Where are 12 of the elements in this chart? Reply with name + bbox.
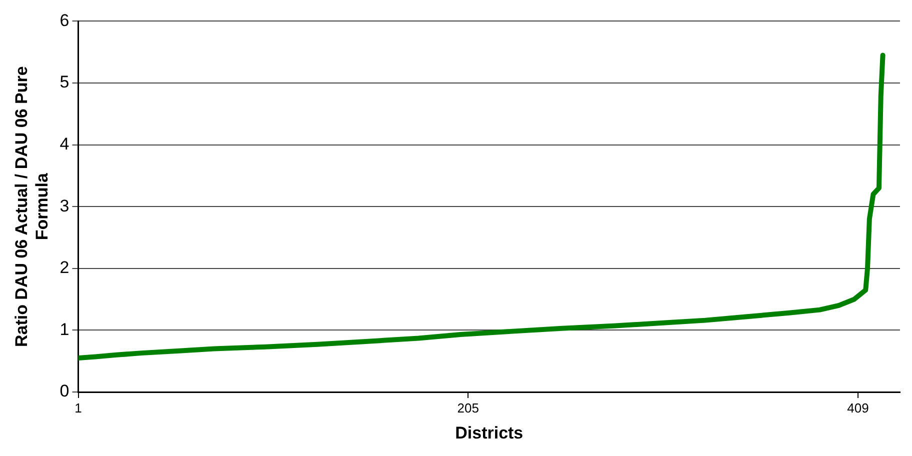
x-axis-title: Districts [455, 423, 524, 442]
y-tick-label: 2 [60, 258, 70, 278]
y-tick-label: 4 [60, 134, 70, 154]
x-tick-label: 1 [74, 400, 82, 416]
y-tick-label: 6 [60, 10, 70, 30]
y-tick-label: 1 [60, 320, 70, 339]
y-tick-label: 0 [60, 382, 70, 401]
y-axis-title: Ratio DAU 06 Actual / DAU 06 Pure Formula [12, 66, 52, 348]
y-tick-label: 3 [60, 196, 70, 216]
x-tick-label: 409 [847, 400, 869, 416]
x-tick-label: 205 [457, 400, 479, 416]
y-tick-label: 5 [60, 72, 70, 92]
